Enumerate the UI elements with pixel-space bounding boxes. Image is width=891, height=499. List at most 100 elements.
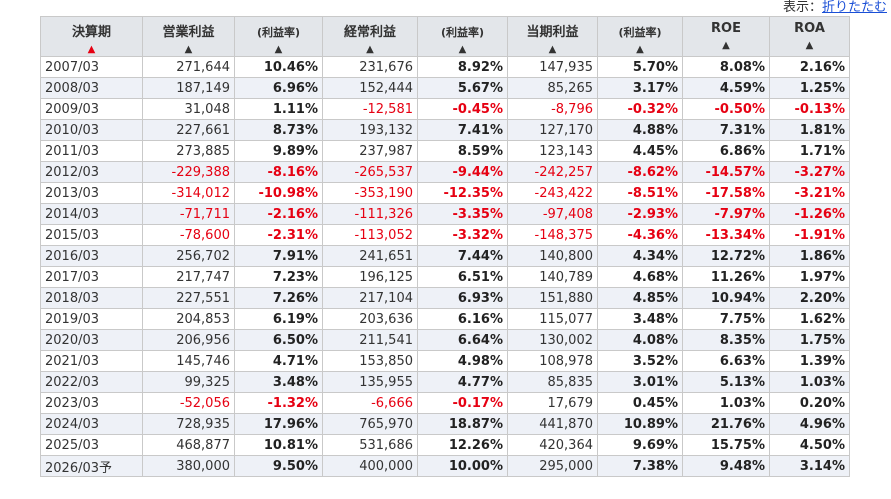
ratio-cell: 6.63% (682, 350, 770, 372)
ratio-cell: 6.96% (234, 77, 323, 99)
ratio-cell: -14.57% (682, 161, 770, 183)
column-header-label: 決算期 (71, 25, 111, 40)
ratio-cell: 3.48% (234, 371, 323, 393)
column-header[interactable]: (利益率) ▲ (417, 16, 508, 57)
sort-arrow-icon[interactable]: ▲ (366, 44, 374, 55)
value-cell: 196,125 (322, 266, 418, 288)
value-cell: 468,877 (142, 434, 235, 456)
ratio-cell: 4.34% (597, 245, 683, 267)
ratio-cell: -8.16% (234, 161, 323, 183)
value-cell: 204,853 (142, 308, 235, 330)
table-row: 2017/03 217,747 7.23% 196,125 6.51% 140,789 4.… (40, 266, 850, 288)
ratio-cell: 4.71% (234, 350, 323, 372)
table-row: 2009/03 31,048 1.11% -12,581 -0.45% -8,796 -0.… (40, 98, 850, 120)
value-cell: 187,149 (142, 77, 235, 99)
ratio-cell: 1.86% (769, 245, 850, 267)
value-cell: 217,104 (322, 287, 418, 309)
ratio-cell: 9.89% (234, 140, 323, 162)
ratio-cell: 21.76% (682, 413, 770, 435)
ratio-cell: 11.26% (682, 266, 770, 288)
table-row: 2021/03 145,746 4.71% 153,850 4.98% 108,978 3.… (40, 350, 850, 372)
period-cell: 2018/03 (40, 287, 143, 309)
table-row: 2022/03 99,325 3.48% 135,955 4.77% 85,835 3.01… (40, 371, 850, 393)
value-cell: 140,800 (507, 245, 598, 267)
sort-arrow-icon[interactable]: ▲ (722, 40, 730, 51)
period-cell: 2019/03 (40, 308, 143, 330)
ratio-cell: 3.17% (597, 77, 683, 99)
ratio-cell: 12.72% (682, 245, 770, 267)
ratio-cell: 5.67% (417, 77, 508, 99)
sort-arrow-icon[interactable]: ▲ (184, 44, 193, 55)
ratio-cell: -3.35% (417, 203, 508, 225)
sort-arrow-icon[interactable]: ▲ (458, 44, 467, 55)
ratio-cell: -8.62% (597, 161, 683, 183)
value-cell: 271,644 (142, 56, 235, 78)
table-row: 2025/03 468,877 10.81% 531,686 12.26% 420,364… (40, 434, 850, 456)
value-cell: -113,052 (322, 224, 418, 246)
value-cell: -111,326 (322, 203, 418, 225)
ratio-cell: 4.77% (417, 371, 508, 393)
value-cell: -6,666 (322, 392, 418, 414)
ratio-cell: 10.89% (597, 413, 683, 435)
ratio-cell: 7.75% (682, 308, 770, 330)
column-header-label: (利益率) (440, 26, 485, 39)
column-header[interactable]: 営業利益 ▲ (142, 16, 235, 57)
value-cell: -242,257 (507, 161, 598, 183)
ratio-cell: 3.48% (597, 308, 683, 330)
table-row: 2013/03 -314,012 -10.98% -353,190 -12.35% -24… (40, 182, 850, 204)
ratio-cell: 10.00% (417, 455, 508, 477)
period-cell: 2012/03 (40, 161, 143, 183)
collapse-link[interactable]: 折りたたむ (821, 0, 887, 15)
table-row: 2024/03 728,935 17.96% 765,970 18.87% 441,870… (40, 413, 850, 435)
value-cell: -314,012 (142, 182, 235, 204)
ratio-cell: 3.14% (769, 455, 850, 477)
ratio-cell: -1.91% (769, 224, 850, 246)
sort-arrow-icon[interactable]: ▲ (805, 40, 814, 51)
period-cell: 2026/03予 (40, 455, 143, 477)
ratio-cell: -0.50% (682, 98, 770, 120)
ratio-cell: 6.51% (417, 266, 508, 288)
ratio-cell: 10.94% (682, 287, 770, 309)
ratio-cell: 4.68% (597, 266, 683, 288)
ratio-cell: -3.27% (769, 161, 850, 183)
column-header[interactable]: 当期利益 ▲ (507, 16, 598, 57)
column-header[interactable]: 経常利益 ▲ (322, 16, 418, 57)
ratio-cell: 6.64% (417, 329, 508, 351)
display-toggle: 表示：折りたたむ (783, 0, 887, 15)
ratio-cell: 1.03% (769, 371, 850, 393)
column-header[interactable]: 決算期 ▲ (40, 16, 143, 57)
value-cell: -265,537 (322, 161, 418, 183)
value-cell: 203,636 (322, 308, 418, 330)
sort-arrow-icon[interactable]: ▲ (636, 44, 644, 55)
value-cell: 728,935 (142, 413, 235, 435)
period-cell: 2023/03 (40, 392, 143, 414)
column-header[interactable]: ROE ▲ (682, 16, 770, 57)
ratio-cell: 5.13% (682, 371, 770, 393)
ratio-cell: -13.34% (682, 224, 770, 246)
value-cell: 152,444 (322, 77, 418, 99)
ratio-cell: -0.17% (417, 392, 508, 414)
sort-arrow-icon[interactable]: ▲ (274, 44, 283, 55)
value-cell: 130,002 (507, 329, 598, 351)
value-cell: 237,987 (322, 140, 418, 162)
value-cell: 127,170 (507, 119, 598, 141)
ratio-cell: -2.16% (234, 203, 323, 225)
ratio-cell: 8.73% (234, 119, 323, 141)
sort-arrow-icon[interactable]: ▲ (87, 44, 96, 55)
column-header[interactable]: (利益率) ▲ (597, 16, 683, 57)
ratio-cell: 4.59% (682, 77, 770, 99)
ratio-cell: 8.35% (682, 329, 770, 351)
ratio-cell: 7.31% (682, 119, 770, 141)
table-row: 2016/03 256,702 7.91% 241,651 7.44% 140,800 4.… (40, 245, 850, 267)
column-header[interactable]: (利益率) ▲ (234, 16, 323, 57)
sort-arrow-icon[interactable]: ▲ (548, 44, 557, 55)
value-cell: 400,000 (322, 455, 418, 477)
column-header-label: (利益率) (256, 26, 301, 39)
column-header[interactable]: ROA ▲ (769, 16, 850, 57)
ratio-cell: -8.51% (597, 182, 683, 204)
period-cell: 2024/03 (40, 413, 143, 435)
period-cell: 2013/03 (40, 182, 143, 204)
ratio-cell: -1.32% (234, 392, 323, 414)
value-cell: -243,422 (507, 182, 598, 204)
ratio-cell: -7.97% (682, 203, 770, 225)
